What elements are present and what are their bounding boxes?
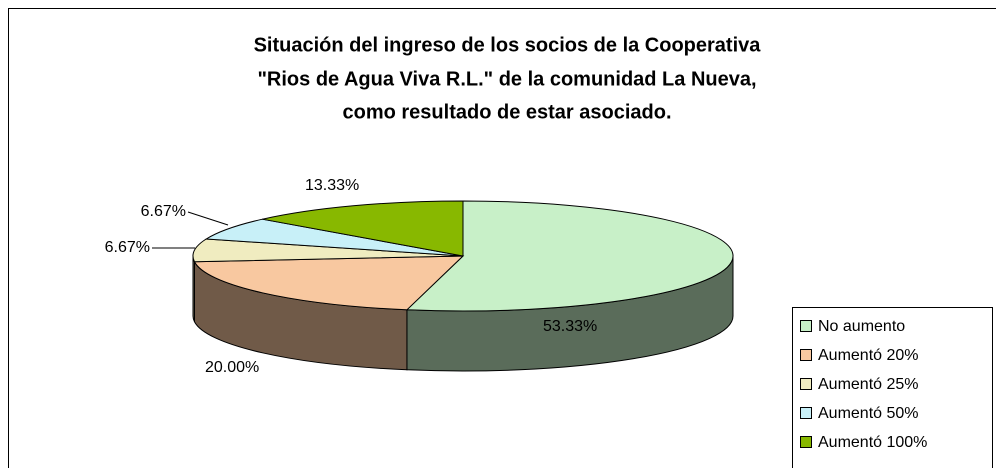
data-label: 6.67% [141,203,186,220]
data-label: 53.33% [543,318,597,335]
slice-side [192,255,195,322]
data-label: 20.00% [205,359,259,376]
data-label: 13.33% [305,177,359,194]
data-labels: 53.33% 20.00% 6.67% 6.67% 13.33% [105,177,598,376]
legend-label: Aumentó 20% [818,347,919,364]
legend-label: No aumento [818,318,905,335]
data-label: 6.67% [105,239,150,256]
legend-swatch [800,407,812,419]
legend-label: Aumentó 50% [818,405,919,422]
slice [204,218,464,257]
chart-title: como resultado de estar asociado. [343,101,672,123]
legend-label: Aumentó 100% [818,434,927,451]
slice [193,255,465,311]
legend-box [792,307,993,468]
legend-swatch [800,436,812,448]
legend-swatch [800,320,812,332]
slice [262,200,464,257]
pie [192,200,734,372]
slice [405,200,734,312]
leader-line [187,211,229,226]
legend-label: Aumentó 25% [818,376,919,393]
legend: No aumento Aumentó 20% Aumentó 25% Aumentó … [792,307,993,468]
legend-swatch [800,378,812,390]
legend-swatch [800,349,812,361]
chart-title: Situación del ingreso de los socios de l… [254,34,762,56]
chart-title: "Rios de Agua Viva R.L." de la comunidad… [257,68,756,90]
